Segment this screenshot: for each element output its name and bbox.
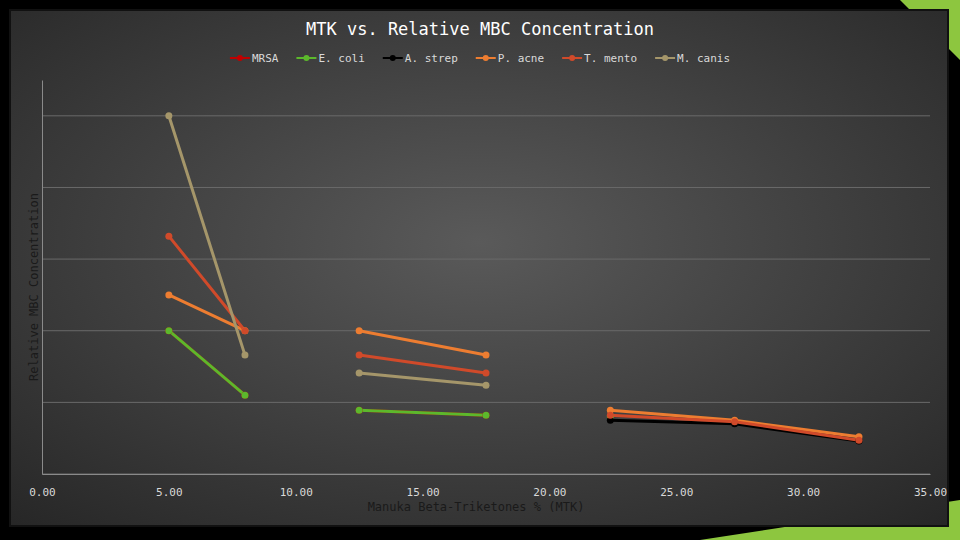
tick: 15.00 [407, 474, 440, 499]
tick: 35.00 [914, 474, 947, 499]
grid-line [42, 330, 930, 331]
data-point [483, 382, 490, 389]
grid-line [42, 115, 930, 116]
tick: 25.00 [660, 474, 693, 499]
series-line [169, 331, 610, 417]
grid-line [42, 474, 930, 475]
data-point [165, 112, 172, 119]
series-line [169, 116, 486, 385]
plot: 0.00 5.00 10.00 15.00 20.00 25.00 30.00 35.00 [29, 81, 947, 499]
data-point [356, 352, 363, 359]
data-point [483, 412, 490, 419]
tick-label: 30.00 [787, 486, 820, 499]
series-line [169, 236, 859, 440]
legend-marker [569, 55, 575, 61]
data-point [165, 233, 172, 240]
legend-label: E. coli [318, 52, 364, 65]
series-line [169, 295, 859, 437]
tick: 0.00 [29, 474, 56, 499]
data-point [356, 407, 363, 414]
tick-label: 0.00 [29, 486, 56, 499]
grid [42, 116, 930, 474]
legend-label: A. strep [405, 52, 458, 65]
tick-label: 5.00 [156, 486, 183, 499]
legend-item: E. coli [296, 52, 364, 65]
data-point [241, 352, 248, 359]
y-axis-title: Relative MBC Concentration [27, 193, 41, 381]
y-axis [42, 81, 44, 475]
data-point [855, 438, 862, 445]
data-point [165, 327, 172, 334]
legend-item: P. acne [476, 52, 544, 65]
axis-line [43, 474, 931, 475]
data-point [607, 412, 614, 419]
series-group [165, 112, 862, 444]
data-point [356, 369, 363, 376]
legend-marker [390, 55, 396, 61]
slide-background [0, 0, 960, 540]
x-axis-title: Manuka Beta-Triketones % (MTK) [368, 500, 585, 514]
legend-marker [662, 55, 668, 61]
chart-background [10, 10, 948, 526]
legend-label: P. acne [498, 52, 544, 65]
data-point [483, 369, 490, 376]
grid-line [42, 187, 930, 188]
data-point [731, 418, 738, 425]
series-line [169, 331, 486, 416]
grid-line [42, 402, 930, 403]
tick: 30.00 [787, 474, 820, 499]
legend-label: M. canis [677, 52, 730, 65]
axis-line [42, 81, 43, 475]
data-point [165, 291, 172, 298]
legend-label: T. mento [584, 52, 637, 65]
tick-label: 25.00 [660, 486, 693, 499]
data-point [855, 437, 862, 444]
legend-item: M. canis [655, 52, 730, 65]
tick: 5.00 [156, 474, 183, 499]
grid-line [42, 259, 930, 260]
data-point [356, 327, 363, 334]
legend-label: MRSA [252, 52, 279, 65]
legend: MRSA E. coli A. strep P. acne T. mento M. can… [230, 52, 730, 65]
legend-item: T. mento [562, 52, 637, 65]
legend-marker [303, 55, 309, 61]
tick: 10.00 [280, 474, 313, 499]
data-point [483, 412, 490, 419]
x-axis: 0.00 5.00 10.00 15.00 20.00 25.00 30.00 35.00 [29, 474, 947, 499]
tick-label: 35.00 [914, 486, 947, 499]
data-point [241, 392, 248, 399]
data-point [241, 392, 248, 399]
tick-label: 15.00 [407, 486, 440, 499]
legend-marker [237, 55, 243, 61]
tick-label: 10.00 [280, 486, 313, 499]
tick-label: 20.00 [533, 486, 566, 499]
legend-item: A. strep [383, 52, 458, 65]
data-point [241, 327, 248, 334]
data-point [165, 327, 172, 334]
data-point [483, 352, 490, 359]
data-point [356, 407, 363, 414]
title: MTK vs. Relative MBC Concentration [306, 19, 654, 39]
legend-marker [483, 55, 489, 61]
legend-item: MRSA [230, 52, 279, 65]
chart: 0.00 5.00 10.00 15.00 20.00 25.00 30.00 35.00 MT… [0, 0, 960, 540]
tick: 20.00 [533, 474, 566, 499]
data-point [241, 327, 248, 334]
